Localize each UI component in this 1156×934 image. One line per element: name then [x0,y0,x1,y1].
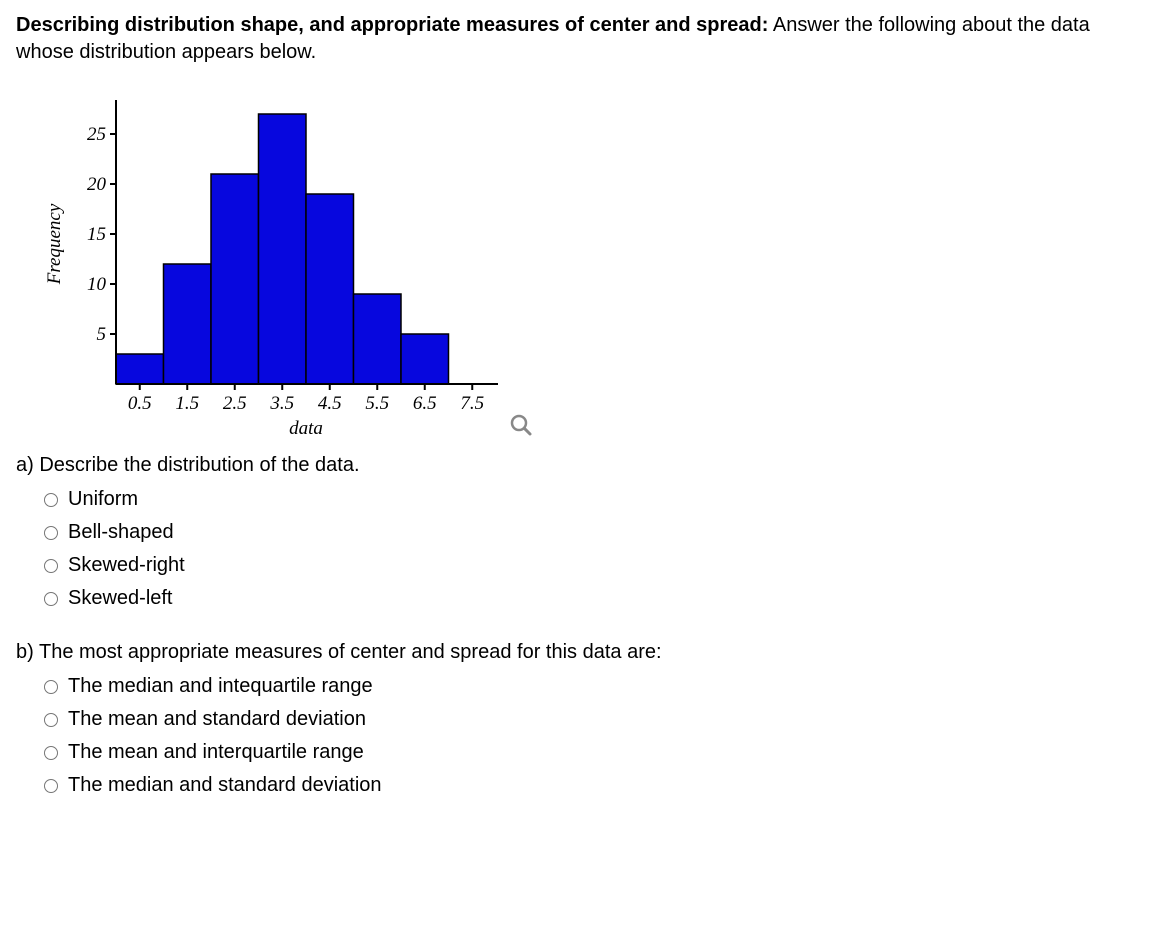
option-a-2-label: Skewed-right [68,554,185,577]
svg-text:7.5: 7.5 [460,393,484,414]
svg-text:5.5: 5.5 [365,393,389,414]
option-a-3-label: Skewed-left [68,587,173,610]
question-a-prompt: a) Describe the distribution of the data… [16,454,1140,477]
magnify-icon[interactable] [508,412,534,444]
option-b-3-label: The median and standard deviation [68,774,382,797]
radio-b-2[interactable] [44,746,58,760]
radio-b-1[interactable] [44,713,58,727]
svg-text:1.5: 1.5 [175,393,199,414]
histogram-chart: 5 10 15 20 25 0.5 1.5 2.5 3.5 4.5 5.5 6.5 7.5 data Fre… [36,94,516,440]
svg-text:6.5: 6.5 [413,393,437,414]
question-a: a) Describe the distribution of the data… [16,454,1140,615]
radio-b-0[interactable] [44,680,58,694]
option-a-0-label: Uniform [68,488,138,511]
svg-text:Frequency: Frequency [44,203,65,285]
svg-text:5: 5 [97,324,107,345]
radio-a-0[interactable] [44,493,58,507]
option-a-3[interactable]: Skewed-left [16,582,1140,615]
svg-text:4.5: 4.5 [318,393,342,414]
svg-text:2.5: 2.5 [223,393,247,414]
svg-text:data: data [289,418,323,434]
option-a-0[interactable]: Uniform [16,483,1140,516]
option-b-2[interactable]: The mean and interquartile range [16,736,1140,769]
svg-text:10: 10 [87,274,107,295]
option-b-3[interactable]: The median and standard deviation [16,769,1140,802]
radio-a-3[interactable] [44,592,58,606]
heading-bold: Describing distribution shape, and appro… [16,14,768,36]
radio-a-2[interactable] [44,559,58,573]
radio-b-3[interactable] [44,779,58,793]
svg-text:25: 25 [87,124,106,145]
svg-text:20: 20 [87,174,107,195]
option-a-1-label: Bell-shaped [68,521,174,544]
question-b-prompt: b) The most appropriate measures of cent… [16,641,1140,664]
option-b-2-label: The mean and interquartile range [68,741,364,764]
option-b-0[interactable]: The median and intequartile range [16,670,1140,703]
svg-text:3.5: 3.5 [269,393,294,414]
question-b: b) The most appropriate measures of cent… [16,641,1140,802]
option-b-1-label: The mean and standard deviation [68,708,366,731]
radio-a-1[interactable] [44,526,58,540]
option-b-0-label: The median and intequartile range [68,675,373,698]
histogram-svg: 5 10 15 20 25 0.5 1.5 2.5 3.5 4.5 5.5 6.5 7.5 data Fre… [36,94,516,434]
option-a-2[interactable]: Skewed-right [16,549,1140,582]
svg-text:0.5: 0.5 [128,393,152,414]
question-heading: Describing distribution shape, and appro… [16,12,1140,66]
option-a-1[interactable]: Bell-shaped [16,516,1140,549]
option-b-1[interactable]: The mean and standard deviation [16,703,1140,736]
svg-text:15: 15 [87,224,106,245]
